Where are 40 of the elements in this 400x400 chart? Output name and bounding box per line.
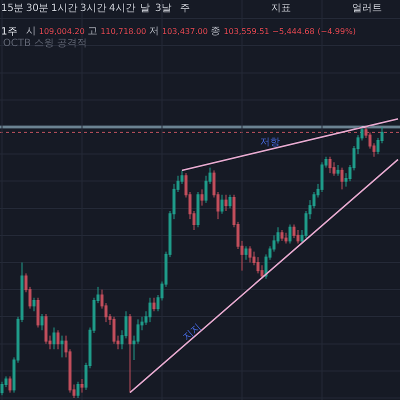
annotation: 지지: [181, 322, 204, 344]
candlestick: [340, 167, 344, 190]
candlestick: [52, 327, 56, 350]
text: 1시간: [51, 3, 78, 14]
candlestick: [32, 297, 36, 312]
candlestick: [220, 194, 224, 214]
candlestick: [148, 297, 152, 323]
text: OCTB 스윙 공격적: [3, 38, 88, 49]
candlestick: [36, 297, 40, 328]
text: 주: [180, 3, 190, 14]
annotation: 저항: [260, 137, 280, 148]
text: 3시간: [80, 3, 106, 14]
text: 시 109,004.20 고 110,718.00 저 103,437.00 종 103,559.51 −5,444.68 (−4.99%): [26, 26, 356, 37]
candlestick: [244, 246, 248, 260]
candlestick: [284, 232, 288, 244]
candlestick: [128, 313, 132, 394]
candlestick: [152, 297, 156, 312]
candlestick: [40, 313, 44, 331]
candlestick: [224, 194, 228, 212]
text: 15분: [1, 3, 24, 14]
text: 30분: [26, 3, 49, 14]
candlestick: [336, 164, 340, 176]
candlestick: [328, 156, 332, 174]
chart-title: 1주: [1, 26, 18, 38]
candlestick: [280, 229, 284, 242]
candlestick: [288, 224, 292, 244]
candlestick: [60, 335, 64, 358]
candlestick: [80, 378, 84, 394]
candlestick: [56, 330, 60, 350]
candlestick: [196, 192, 200, 228]
candlestick: [8, 376, 12, 394]
candlestick: [248, 246, 252, 263]
candlestick: [200, 188, 204, 206]
candlestick: [228, 194, 232, 209]
text: 얼러트: [352, 3, 382, 14]
text: 지표: [271, 3, 291, 14]
candlestick: [76, 381, 80, 398]
text: 날: [140, 3, 150, 14]
text: 3날: [155, 3, 172, 14]
text: 4시간: [109, 3, 136, 14]
